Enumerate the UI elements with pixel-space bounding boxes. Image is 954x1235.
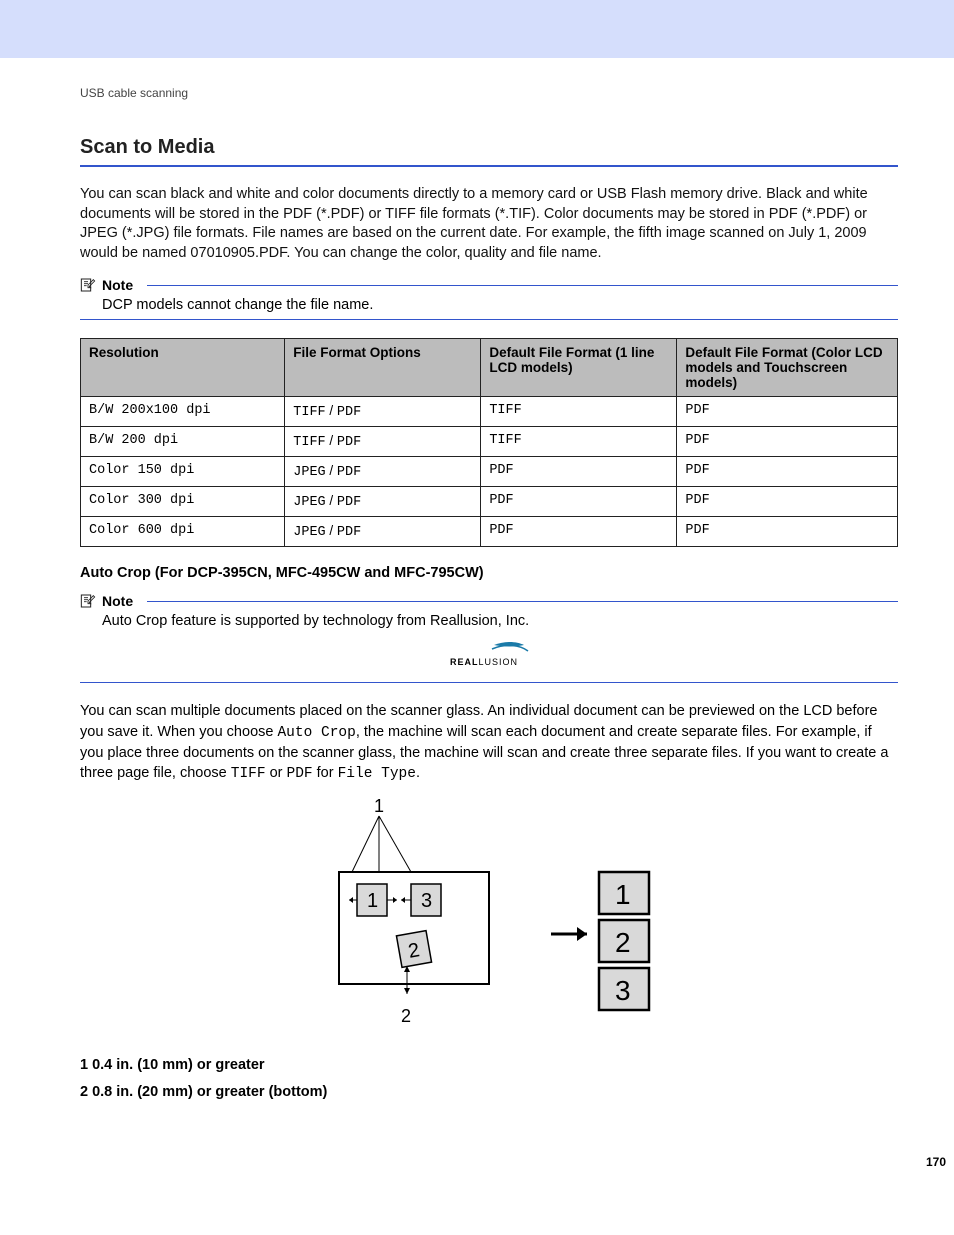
logo-bold: REAL [450, 657, 479, 667]
diagram-label-1: 1 [374, 796, 384, 816]
autocrop-diagram: 1 1 3 2 [80, 794, 898, 1034]
td-d2: PDF [677, 457, 898, 487]
th-resolution: Resolution [81, 339, 285, 397]
para-mono: TIFF [231, 766, 266, 782]
note-bottom-rule [80, 319, 898, 320]
logo-light: LUSION [479, 657, 519, 667]
intro-paragraph: You can scan black and white and color d… [80, 185, 898, 263]
td-opt: TIFF / PDF [285, 397, 481, 427]
td-res: B/W 200x100 dpi [81, 397, 285, 427]
diagram-out-1: 1 [615, 879, 631, 910]
page-number: 170 [926, 1155, 946, 1169]
diagram-box-1: 1 [367, 890, 378, 912]
table-row: Color 150 dpiJPEG / PDFPDFPDF [81, 457, 898, 487]
td-res: Color 600 dpi [81, 517, 285, 547]
note-block-1: Note DCP models cannot change the file n… [80, 277, 898, 320]
format-table: Resolution File Format Options Default F… [80, 338, 898, 547]
table-row: Color 600 dpiJPEG / PDFPDFPDF [81, 517, 898, 547]
legend-line-1: 1 0.4 in. (10 mm) or greater [80, 1052, 898, 1078]
td-d2: PDF [677, 487, 898, 517]
table-header-row: Resolution File Format Options Default F… [81, 339, 898, 397]
th-default-1line: Default File Format (1 line LCD models) [481, 339, 677, 397]
td-opt: JPEG / PDF [285, 457, 481, 487]
para-text: . [416, 765, 420, 781]
diagram-label-2: 2 [401, 1006, 411, 1026]
td-opt: JPEG / PDF [285, 487, 481, 517]
diagram-out-3: 3 [615, 975, 631, 1006]
th-default-color: Default File Format (Color LCD models an… [677, 339, 898, 397]
para-mono: PDF [287, 766, 313, 782]
td-d1: TIFF [481, 397, 677, 427]
td-opt: JPEG / PDF [285, 517, 481, 547]
legend-line-2: 2 0.8 in. (20 mm) or greater (bottom) [80, 1079, 898, 1105]
para-text: or [266, 765, 287, 781]
td-d2: PDF [677, 427, 898, 457]
table-row: Color 300 dpiJPEG / PDFPDFPDF [81, 487, 898, 517]
table-row: B/W 200x100 dpiTIFF / PDFTIFFPDF [81, 397, 898, 427]
note-block-2: Note Auto Crop feature is supported by t… [80, 593, 898, 683]
td-d1: TIFF [481, 427, 677, 457]
td-d1: PDF [481, 487, 677, 517]
autocrop-diagram-svg: 1 1 3 2 [319, 794, 659, 1034]
th-file-options: File Format Options [285, 339, 481, 397]
diagram-legend: 1 0.4 in. (10 mm) or greater 2 0.8 in. (… [80, 1052, 898, 1104]
note-body: DCP models cannot change the file name. [102, 297, 898, 313]
page-content: USB cable scanning Scan to Media You can… [0, 58, 954, 1105]
note-label: Note [102, 593, 133, 609]
td-d1: PDF [481, 517, 677, 547]
td-d1: PDF [481, 457, 677, 487]
autocrop-subhead: Auto Crop (For DCP-395CN, MFC-495CW and … [80, 565, 898, 581]
para-mono: Auto Crop [277, 725, 355, 741]
top-band [0, 0, 954, 58]
table-row: B/W 200 dpiTIFF / PDFTIFFPDF [81, 427, 898, 457]
td-opt: TIFF / PDF [285, 427, 481, 457]
td-res: B/W 200 dpi [81, 427, 285, 457]
page-header-text: USB cable scanning [80, 86, 898, 100]
section-title: Scan to Media [80, 136, 898, 159]
autocrop-paragraph: You can scan multiple documents placed o… [80, 701, 898, 784]
para-text: for [313, 765, 338, 781]
note-bottom-rule [80, 682, 898, 683]
diagram-box-3: 3 [421, 890, 432, 912]
title-rule [80, 165, 898, 167]
note-body: Auto Crop feature is supported by techno… [102, 613, 898, 629]
note-pencil-icon [80, 277, 96, 293]
note-pencil-icon [80, 593, 96, 609]
td-d2: PDF [677, 517, 898, 547]
diagram-out-2: 2 [615, 927, 631, 958]
td-res: Color 300 dpi [81, 487, 285, 517]
td-d2: PDF [677, 397, 898, 427]
td-res: Color 150 dpi [81, 457, 285, 487]
svg-text:REALLUSION: REALLUSION [450, 657, 518, 667]
para-mono: File Type [338, 766, 416, 782]
reallusion-logo: REALLUSION [80, 637, 898, 674]
note-rule [147, 285, 898, 286]
note-label: Note [102, 277, 133, 293]
note-rule [147, 601, 898, 602]
